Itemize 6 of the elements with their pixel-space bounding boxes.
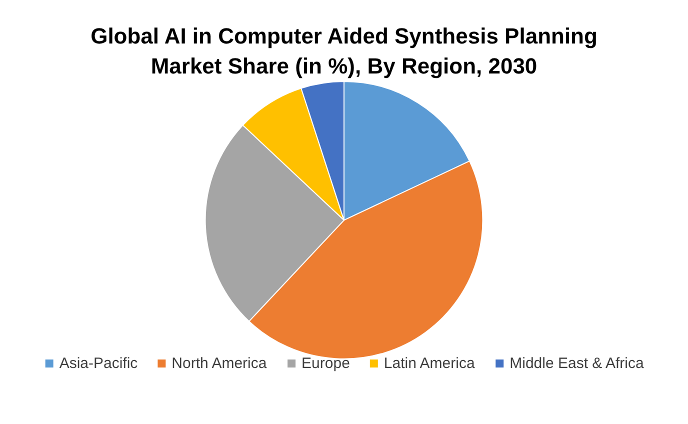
- chart-title: Global AI in Computer Aided Synthesis Planning Market Share (in %), By Region, 2030: [90, 24, 598, 78]
- legend-label: Middle East & Africa: [510, 355, 644, 372]
- legend-label: Europe: [302, 355, 350, 372]
- legend-label: Asia-Pacific: [59, 355, 138, 372]
- legend-label: North America: [172, 355, 268, 372]
- legend-label: Latin America: [384, 355, 476, 372]
